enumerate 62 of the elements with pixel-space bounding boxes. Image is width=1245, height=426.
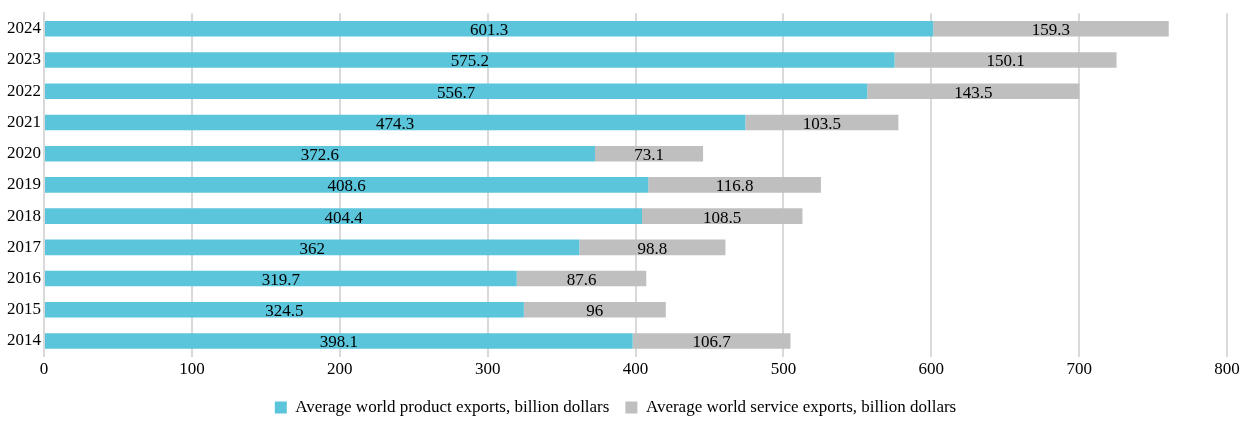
data-label: 362: [299, 238, 325, 258]
data-label: 73.1: [634, 145, 664, 165]
bar: [45, 270, 517, 287]
y-tick-label: 2015: [7, 299, 41, 319]
y-tick-label: 2014: [7, 330, 42, 350]
bar: [894, 52, 1117, 68]
data-label: 108.5: [703, 207, 742, 227]
y-tick-label: 2021: [7, 111, 41, 131]
data-label: 372.6: [300, 145, 340, 165]
bar: [45, 301, 524, 318]
bar: [45, 52, 895, 68]
data-label: 398.1: [319, 332, 358, 352]
bar: [867, 83, 1080, 100]
x-tick-label: 200: [327, 359, 353, 379]
legend-label: Average world service exports, billion dollars: [645, 396, 957, 416]
data-label: 159.3: [1031, 20, 1071, 40]
bar: [45, 21, 934, 37]
data-label: 103.5: [802, 113, 842, 133]
bar: [45, 177, 649, 193]
data-label: 324.5: [265, 301, 304, 321]
bar: [933, 21, 1169, 37]
bar: [45, 239, 580, 256]
y-tick-label: 2020: [7, 143, 41, 163]
x-tick-label: 800: [1214, 359, 1240, 379]
x-tick-label: 700: [1066, 359, 1092, 379]
data-label: 408.6: [327, 176, 366, 196]
bar: [45, 333, 633, 349]
y-tick-label: 2018: [7, 205, 41, 225]
bar: [648, 177, 821, 193]
x-tick-label: 0: [39, 359, 49, 379]
bar: [45, 208, 643, 224]
x-tick-label: 300: [474, 359, 501, 379]
data-label: 96: [586, 301, 604, 321]
data-label: 474.3: [376, 113, 415, 133]
y-tick-label: 2023: [7, 49, 41, 69]
data-label: 98.8: [637, 238, 668, 258]
data-label: 556.7: [436, 82, 476, 102]
bar: [632, 333, 791, 349]
data-label: 116.8: [715, 176, 754, 196]
x-tick-label: 100: [179, 359, 205, 379]
data-label: 150.1: [986, 51, 1025, 71]
data-label: 575.2: [450, 51, 489, 71]
legend-label: Average world product exports, billion dollars: [295, 396, 610, 416]
data-label: 319.7: [261, 270, 301, 290]
y-tick-label: 2024: [7, 18, 42, 38]
y-tick-label: 2019: [7, 174, 41, 194]
y-tick-label: 2016: [7, 268, 41, 288]
bar: [45, 83, 868, 100]
data-label: 601.3: [469, 20, 509, 40]
y-tick-label: 2017: [7, 236, 42, 256]
bar: [45, 114, 746, 131]
y-tick-label: 2022: [7, 80, 41, 100]
bar: [45, 145, 595, 162]
x-tick-label: 500: [770, 359, 797, 379]
bar: [642, 208, 803, 224]
x-tick-label: 600: [918, 359, 944, 379]
data-label: 404.4: [324, 207, 364, 227]
data-label: 106.7: [692, 332, 732, 352]
data-label: 143.5: [954, 82, 993, 102]
x-tick-label: 400: [622, 359, 649, 379]
bar: [523, 301, 666, 318]
data-label: 87.6: [566, 270, 597, 290]
